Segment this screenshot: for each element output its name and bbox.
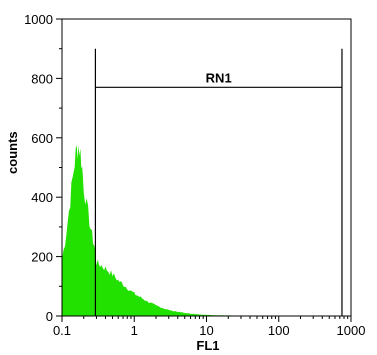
y-tick-label: 1000: [24, 12, 53, 27]
x-axis-title: FL1: [196, 338, 219, 353]
y-tick-label: 200: [31, 250, 53, 265]
x-tick-label: 1: [131, 323, 138, 338]
gate-marker: RN1: [94, 48, 343, 316]
histogram-area: [62, 145, 351, 316]
y-tick-label: 400: [31, 190, 53, 205]
gate-label: RN1: [206, 70, 232, 85]
y-axis-title: counts: [5, 131, 20, 174]
x-tick-label: 10: [199, 323, 213, 338]
y-axis: 0 200 400 600 800 1000: [24, 12, 62, 324]
y-tick-label: 600: [31, 131, 53, 146]
x-tick-label: 100: [268, 323, 290, 338]
y-tick-label: 800: [31, 71, 53, 86]
x-tick-label: 1000: [337, 323, 366, 338]
x-tick-label: 0.1: [53, 323, 71, 338]
y-tick-label: 0: [46, 309, 53, 324]
x-axis: 0.1 1 10 100 1000: [53, 316, 366, 338]
